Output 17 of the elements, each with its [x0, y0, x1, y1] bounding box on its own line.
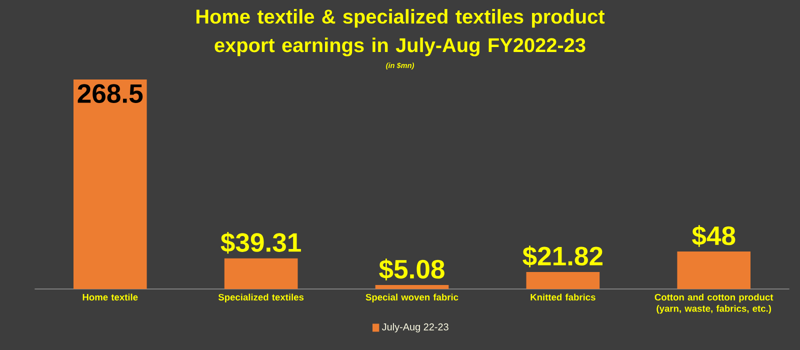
bar	[526, 272, 600, 289]
data-label: $21.82	[522, 246, 602, 268]
x-tick-label: Home textile	[82, 294, 138, 301]
bar	[73, 79, 147, 289]
legend-label: July-Aug 22-23	[382, 323, 448, 332]
chart-title: Home textile & specialized textiles product export earnings in July-Aug FY2022-23	[196, 9, 605, 56]
x-tick-label: Special woven fabric	[366, 294, 458, 302]
data-label: $48	[692, 225, 736, 247]
data-label: $39.31	[220, 232, 301, 254]
bar	[224, 258, 298, 289]
x-tick-label: Knitted fabrics	[530, 294, 596, 301]
bar	[677, 252, 751, 289]
x-tick-label: Specialized textiles	[218, 294, 304, 302]
bar	[375, 285, 449, 289]
data-label: 268.5	[78, 84, 143, 103]
x-tick-label: Cotton and cotton product (yarn, waste, fabrics, etc.)	[654, 294, 774, 314]
data-label: $5.08	[379, 258, 444, 280]
